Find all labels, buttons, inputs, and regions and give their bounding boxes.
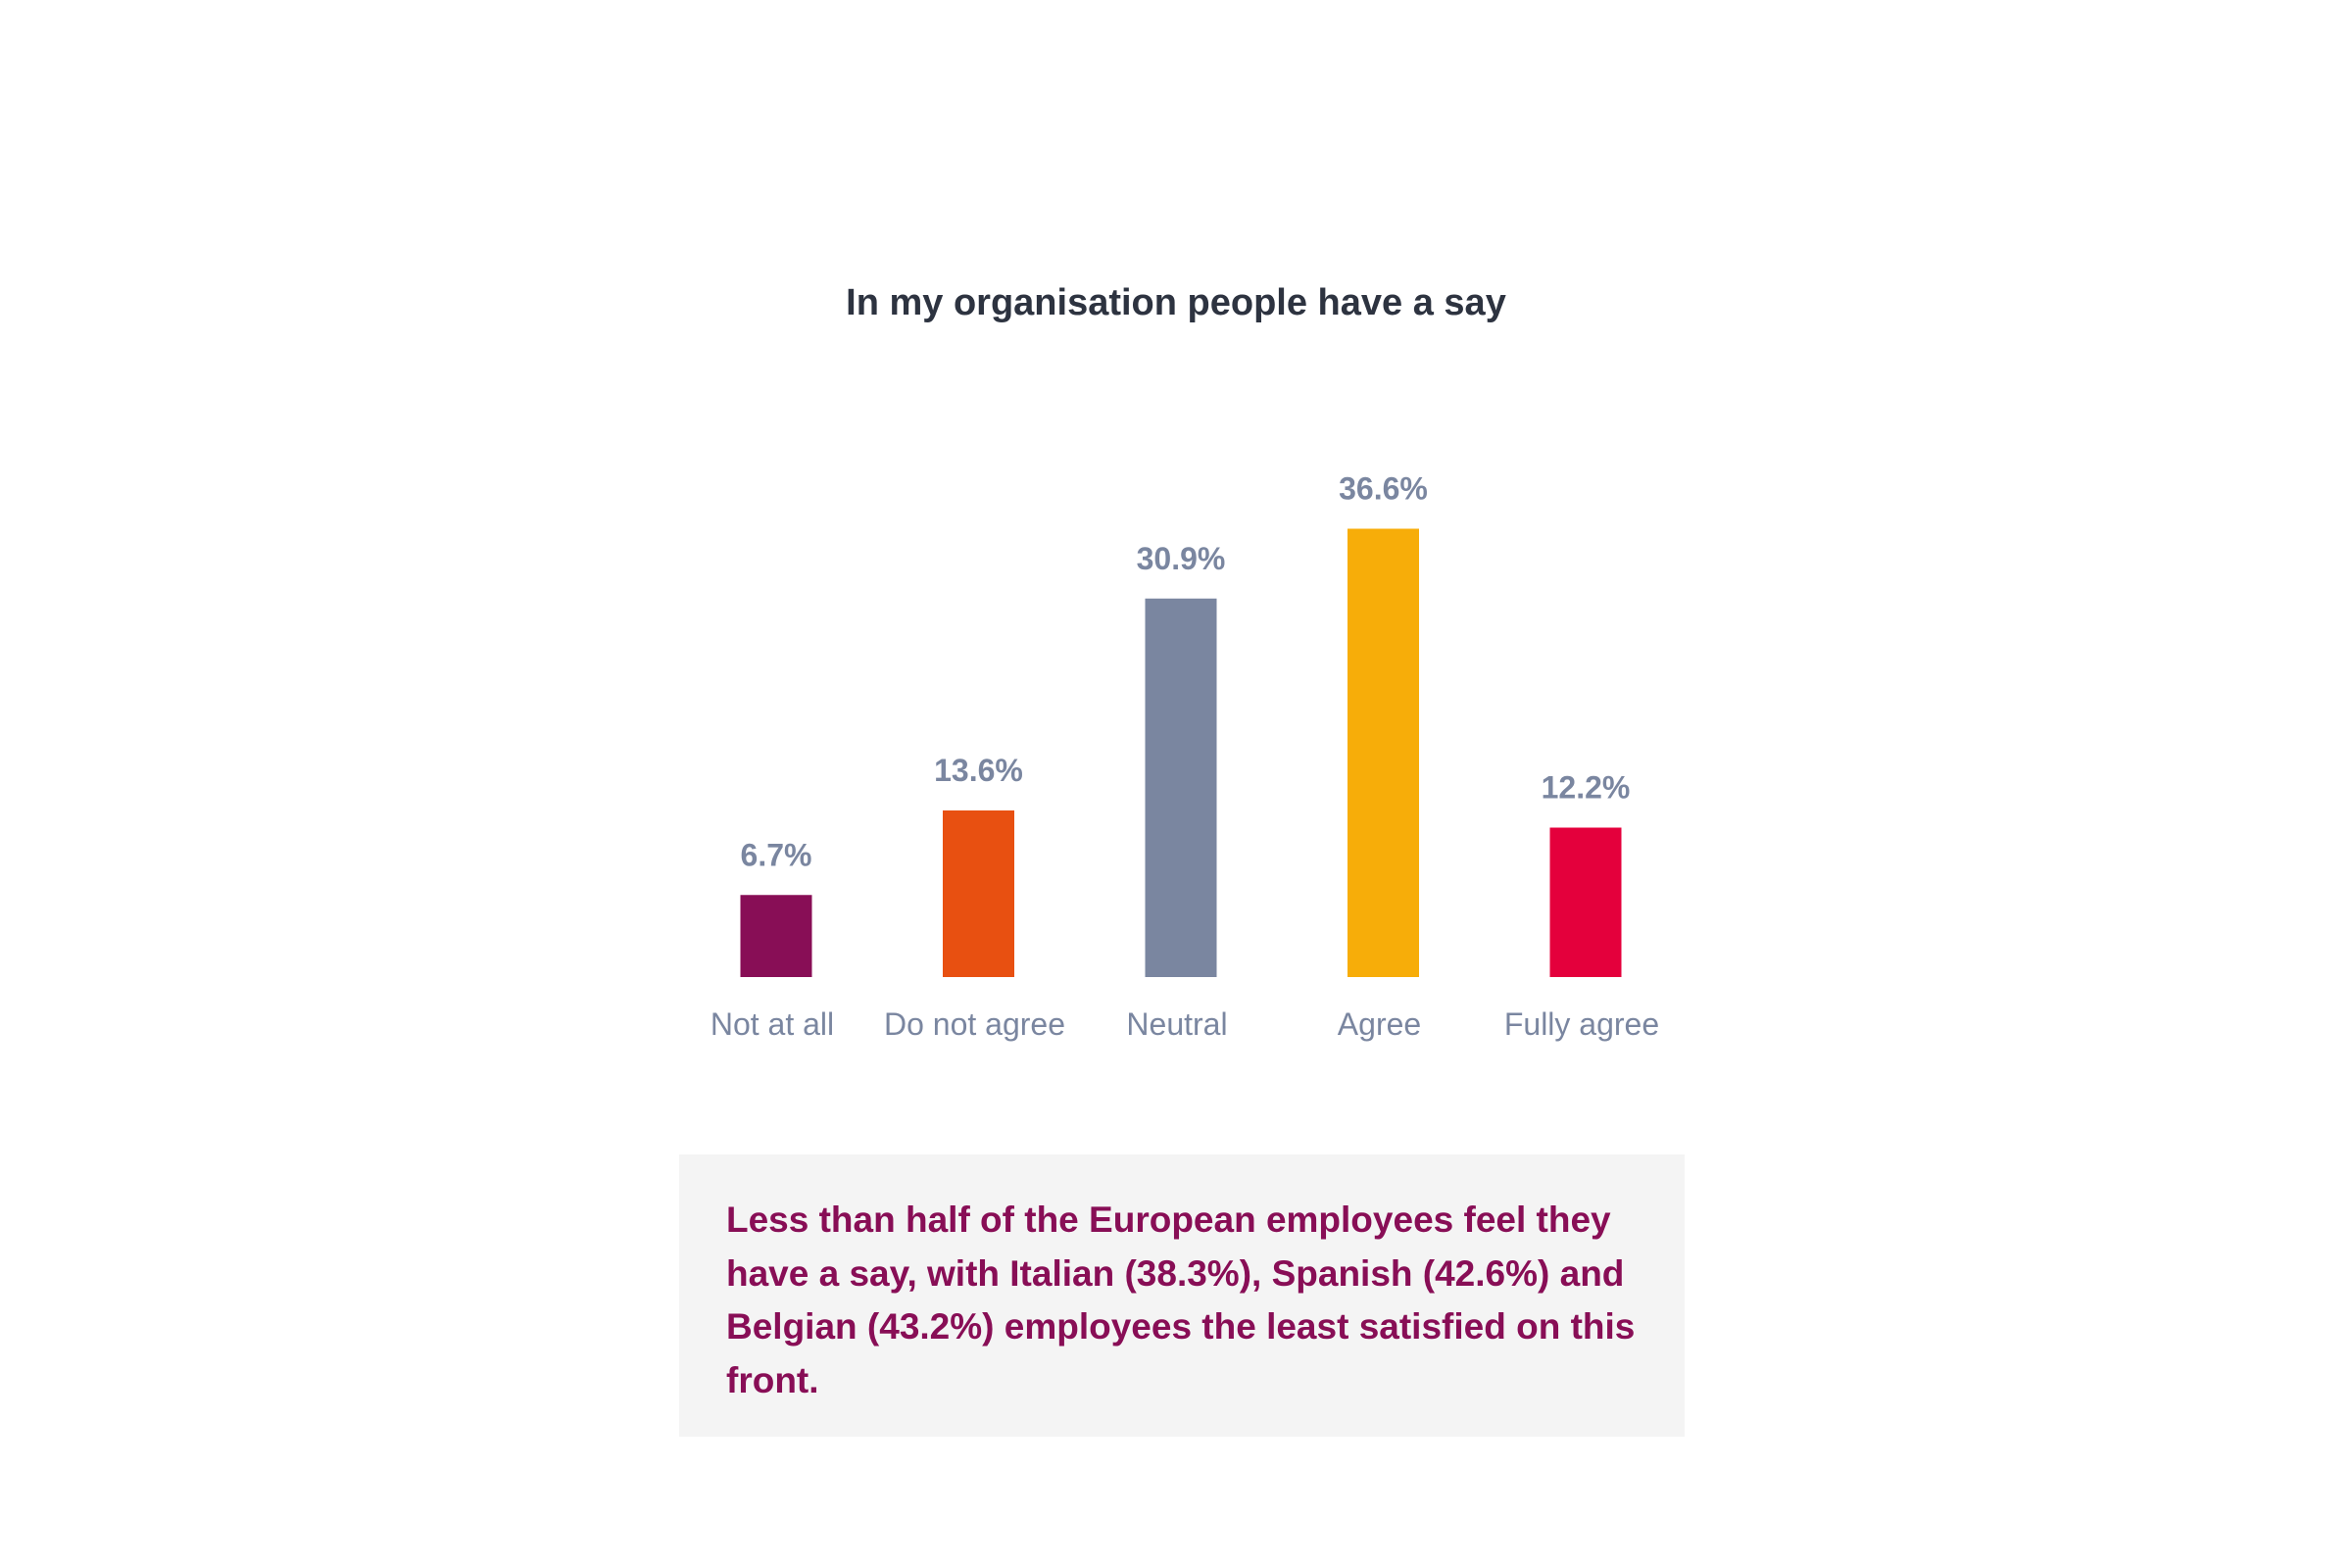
value-label-do-not-agree: 13.6% xyxy=(934,753,1023,788)
value-label-not-at-all: 6.7% xyxy=(741,837,812,872)
bar-not-at-all xyxy=(740,895,812,977)
chart-title: In my organisation people have a say xyxy=(846,282,1506,323)
category-label-not-at-all: Not at all xyxy=(710,1006,834,1042)
category-label-neutral: Neutral xyxy=(1126,1006,1227,1042)
bar-agree xyxy=(1348,528,1419,977)
category-label-fully-agree: Fully agree xyxy=(1504,1006,1659,1042)
callout-box: Less than half of the European employees… xyxy=(679,1154,1685,1437)
category-label-agree: Agree xyxy=(1338,1006,1421,1042)
value-label-fully-agree: 12.2% xyxy=(1542,770,1631,806)
bar-fully-agree xyxy=(1549,827,1622,977)
value-label-agree: 36.6% xyxy=(1339,471,1428,507)
bar-chart: 6.7% Not at all 13.6% Do not agree 30.9% Neut… xyxy=(710,471,1659,1043)
value-label-neutral: 30.9% xyxy=(1137,541,1226,576)
bar-do-not-agree xyxy=(943,810,1014,977)
category-label-do-not-agree: Do not agree xyxy=(884,1006,1065,1042)
callout-text: Less than half of the European employees… xyxy=(726,1200,1636,1400)
bars-group: 6.7% Not at all 13.6% Do not agree 30.9% Neut… xyxy=(710,471,1659,1043)
bar-neutral xyxy=(1145,598,1217,977)
